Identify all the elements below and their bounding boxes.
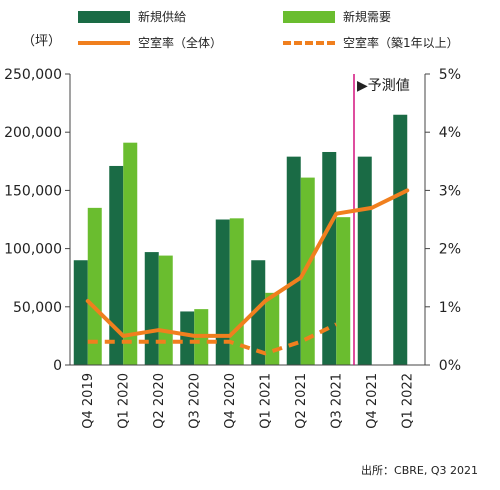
legend-label-vacancy-all: 空室率（全体）: [138, 36, 223, 50]
supply-bar: [393, 114, 408, 366]
right-axis-tick-label: 3%: [439, 183, 461, 199]
left-axis-tick-label: 150,000: [4, 183, 62, 199]
legend-item-supply: 新規供給: [78, 8, 186, 25]
x-axis-tick-label: Q3 2021: [329, 373, 344, 429]
right-axis-tick-label: 4%: [439, 125, 461, 141]
x-axis-tick-label: Q1 2020: [116, 373, 131, 429]
source-note: 出所：CBRE, Q3 2021: [361, 464, 478, 477]
legend-label-vacancy-new: 空室率（築1年以上）: [343, 36, 459, 50]
right-axis-tick-label: 5%: [439, 67, 461, 83]
x-axis-tick-label: Q1 2021: [258, 373, 273, 429]
demand-bar: [265, 292, 280, 365]
vacancy-all-swatch: [78, 40, 130, 45]
legend-item-vacancy-new: 空室率（築1年以上）: [283, 34, 459, 51]
supply-bar: [144, 252, 159, 365]
right-axis-tick-label: 2%: [439, 242, 461, 258]
demand-bar: [123, 142, 138, 365]
supply-bar: [180, 311, 195, 365]
vacancy-new-swatch: [283, 40, 335, 45]
vacancy-all-line: [85, 188, 410, 338]
supply-bar: [109, 165, 124, 365]
supply-bar: [73, 260, 88, 365]
x-axis-tick-label: Q3 2020: [187, 373, 202, 429]
supply-bar: [322, 151, 337, 365]
supply-bar: [251, 260, 266, 365]
supply-bar: [357, 156, 372, 365]
x-axis-tick-label: Q1 2022: [400, 373, 415, 429]
left-axis-unit: （坪）: [22, 34, 62, 49]
left-axis-tick-label: 0: [53, 358, 62, 374]
left-axis-tick-label: 250,000: [4, 67, 62, 83]
x-axis-tick-label: Q2 2020: [152, 373, 167, 429]
legend-label-supply: 新規供給: [138, 10, 187, 24]
demand-bar: [158, 255, 173, 365]
demand-swatch: [283, 10, 335, 23]
legend-item-demand: 新規需要: [283, 8, 391, 25]
right-axis-tick-label: 0%: [439, 358, 461, 374]
legend-label-demand: 新規需要: [343, 10, 392, 24]
legend-item-vacancy-all: 空室率（全体）: [78, 34, 222, 51]
left-axis-tick-label: 200,000: [4, 125, 62, 141]
left-axis-tick-label: 100,000: [4, 242, 62, 258]
vacancy-new-line: [87, 322, 338, 356]
x-axis-tick-label: Q4 2021: [365, 373, 380, 429]
supply-bar: [286, 156, 301, 365]
supply-swatch: [78, 10, 130, 23]
forecast-label: ▶予測値: [357, 78, 410, 94]
x-axis-tick-label: Q4 2020: [223, 373, 238, 429]
demand-bar: [300, 177, 315, 365]
supply-bar: [215, 219, 230, 365]
demand-bar: [336, 217, 351, 365]
right-axis-tick-label: 1%: [439, 300, 461, 316]
left-axis-tick-label: 50,000: [13, 300, 62, 316]
x-axis-tick-label: Q4 2019: [81, 373, 96, 429]
x-axis-tick-label: Q2 2021: [294, 373, 309, 429]
demand-bar: [87, 207, 102, 365]
